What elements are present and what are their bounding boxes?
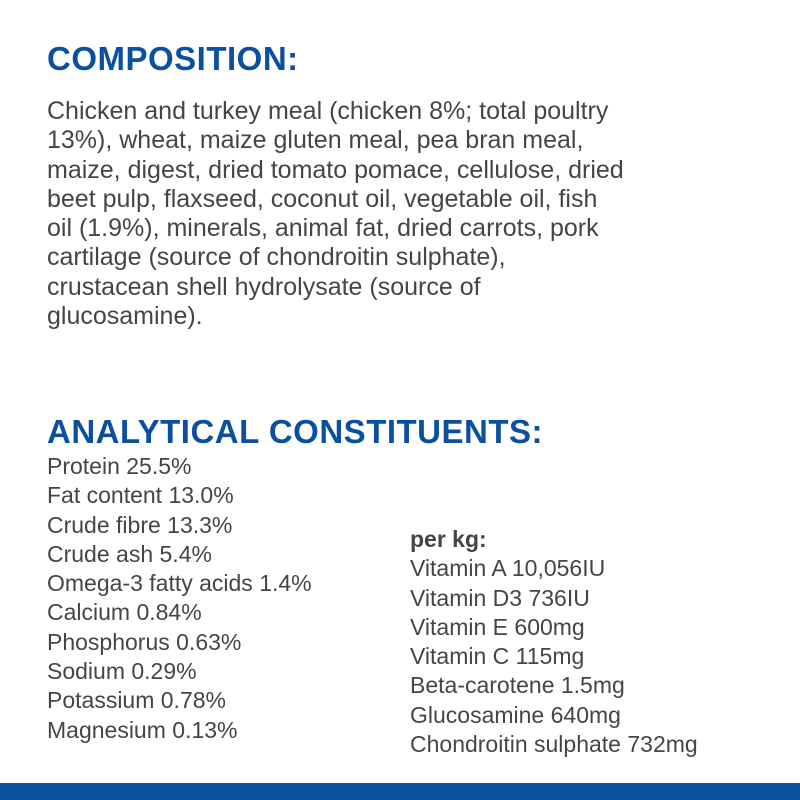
composition-line: cartilage (source of chondroitin sulphat…: [47, 243, 506, 272]
composition-heading: COMPOSITION:: [47, 40, 299, 77]
constituent-item: Sodium 0.29%: [47, 658, 197, 685]
constituents-list: Protein 25.5% Fat content 13.0% Crude fi…: [47, 452, 312, 745]
constituent-item: Fat content 13.0%: [47, 482, 234, 509]
composition-line: glucosamine).: [47, 302, 203, 331]
composition-line: crustacean shell hydrolysate (source of: [47, 272, 481, 301]
additive-item: Vitamin D3 736IU: [410, 584, 590, 611]
additive-item: Glucosamine 640mg: [410, 701, 621, 728]
composition-line: maize, digest, dried tomato pomace, cell…: [47, 155, 624, 184]
constituent-item: Calcium 0.84%: [47, 599, 202, 626]
composition-line: Chicken and turkey meal (chicken 8%; tot…: [47, 97, 609, 125]
constituent-item: Magnesium 0.13%: [47, 716, 238, 743]
composition-line: beet pulp, flaxseed, coconut oil, vegeta…: [47, 184, 598, 213]
per-kg-label: per kg:: [410, 526, 487, 552]
additive-item: Chondroitin sulphate 732mg: [410, 731, 698, 758]
constituent-item: Crude ash 5.4%: [47, 540, 212, 567]
additive-item: Vitamin C 115mg: [410, 643, 585, 670]
additive-item: Vitamin A 10,056IU: [410, 555, 606, 582]
constituent-item: Potassium 0.78%: [47, 687, 226, 714]
constituent-item: Protein 25.5%: [47, 453, 192, 479]
footer-bar: [0, 783, 800, 800]
additive-item: Vitamin E 600mg: [410, 613, 585, 640]
composition-text: Chicken and turkey meal (chicken 8%; tot…: [47, 97, 624, 331]
per-kg-list: per kg: Vitamin A 10,056IU Vitamin D3 73…: [410, 525, 698, 759]
constituent-item: Omega-3 fatty acids 1.4%: [47, 570, 312, 597]
composition-line: 13%), wheat, maize gluten meal, pea bran…: [47, 126, 584, 155]
constituent-item: Crude fibre 13.3%: [47, 511, 233, 538]
analytical-heading: ANALYTICAL CONSTITUENTS:: [47, 413, 544, 450]
additive-item: Beta-carotene 1.5mg: [410, 672, 625, 699]
composition-line: oil (1.9%), minerals, animal fat, dried …: [47, 214, 599, 243]
constituent-item: Phosphorus 0.63%: [47, 628, 242, 655]
